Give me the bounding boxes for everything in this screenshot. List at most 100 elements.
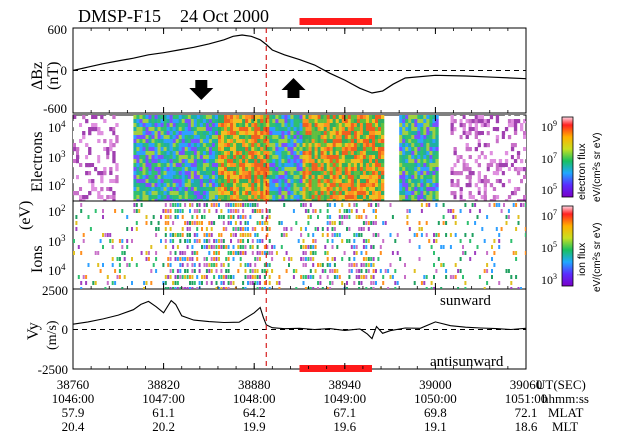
electron-flux-cell — [133, 139, 137, 144]
ion-flux-cell — [416, 233, 419, 237]
electron-flux-cell — [266, 199, 270, 201]
electron-flux-cell — [266, 163, 270, 168]
ion-flux-cell — [82, 233, 85, 237]
electron-flux-cell — [230, 195, 234, 200]
electron-flux-cell — [432, 175, 436, 180]
electron-flux-cell — [501, 127, 506, 132]
electron-flux-cell — [160, 139, 164, 144]
electron-flux-cell — [435, 139, 439, 144]
electron-flux-cell — [453, 191, 457, 196]
electron-flux-cell — [272, 163, 276, 168]
electron-flux-cell — [242, 159, 246, 164]
ion-flux-cell — [372, 263, 375, 267]
electron-flux-cell — [504, 167, 509, 172]
electron-flux-cell — [399, 195, 403, 200]
electron-flux-cell — [414, 191, 418, 196]
electron-flux-cell — [486, 179, 490, 184]
electron-flux-cell — [172, 163, 176, 168]
electron-flux-cell — [169, 131, 173, 136]
electron-flux-cell — [329, 191, 333, 196]
ion-flux-cell — [326, 215, 329, 219]
electron-flux-cell — [411, 119, 415, 124]
electron-flux-cell — [359, 195, 364, 200]
electron-flux-cell — [208, 159, 213, 164]
electron-flux-cell — [278, 127, 282, 132]
electron-flux-cell — [239, 123, 243, 128]
ion-flux-cell — [263, 275, 266, 279]
electron-flux-cell — [314, 135, 318, 140]
electron-flux-cell — [272, 195, 276, 200]
electron-flux-cell — [308, 171, 312, 176]
electron-flux-cell — [199, 155, 204, 160]
electron-flux-cell — [453, 183, 457, 188]
ion-flux-cell — [331, 269, 334, 273]
electron-flux-cell — [218, 191, 222, 196]
electron-flux-cell — [284, 119, 288, 124]
electron-flux-cell — [402, 115, 406, 120]
electron-flux-cell — [338, 143, 343, 148]
electron-flux-cell — [296, 163, 300, 168]
ion-flux-cell — [428, 203, 431, 207]
electron-flux-cell — [308, 199, 312, 201]
electron-flux-cell — [381, 187, 385, 192]
electron-flux-cell — [411, 155, 415, 160]
electron-flux-cell — [471, 167, 475, 172]
electron-flux-cell — [299, 139, 303, 144]
ion-flux-cell — [321, 269, 324, 273]
electron-flux-cell — [145, 119, 149, 124]
electron-flux-cell — [308, 195, 312, 200]
electron-flux-cell — [133, 123, 137, 128]
electron-flux-cell — [163, 147, 167, 152]
electron-flux-cell — [263, 175, 267, 180]
electron-flux-cell — [302, 167, 306, 172]
ion-flux-cell — [244, 275, 247, 279]
electron-flux-cell — [205, 187, 210, 192]
electron-flux-cell — [335, 163, 339, 168]
electron-flux-cell — [148, 183, 152, 188]
ion-flux-cell — [275, 281, 278, 285]
ion-flux-cell — [203, 263, 206, 267]
ion-flux-cell — [372, 275, 375, 279]
ion-flux-cell — [174, 287, 177, 289]
electron-flux-cell — [266, 135, 270, 140]
ion-flux-cell — [218, 203, 220, 207]
electron-flux-cell — [187, 147, 192, 152]
ion-flux-cell — [242, 281, 245, 285]
electron-flux-cell — [429, 167, 433, 172]
electron-flux-cell — [453, 171, 457, 176]
electron-flux-cell — [145, 175, 149, 180]
electron-flux-cell — [278, 123, 282, 128]
electron-flux-cell — [426, 179, 430, 184]
ion-flux-cell — [92, 281, 95, 285]
electron-flux-cell — [381, 171, 385, 176]
ion-flux-cell — [474, 203, 477, 207]
ion-flux-cell — [251, 245, 254, 249]
electron-flux-cell — [233, 155, 237, 160]
ecb-tick-1e9: 109 — [541, 119, 557, 134]
electron-flux-cell — [145, 171, 149, 176]
electron-flux-cell — [181, 155, 185, 160]
electron-flux-cell — [290, 191, 294, 196]
electron-flux-cell — [347, 171, 352, 176]
electron-flux-cell — [227, 167, 231, 172]
electron-flux-cell — [184, 143, 188, 148]
electron-flux-cell — [136, 131, 140, 136]
electron-flux-cell — [196, 199, 201, 201]
electron-flux-cell — [492, 187, 497, 192]
electron-flux-cell — [287, 119, 291, 124]
electron-flux-cell — [523, 151, 526, 156]
ion-flux-cell — [396, 233, 399, 237]
ion-flux-cell — [234, 233, 237, 237]
electron-flux-cell — [510, 179, 515, 184]
ion-flux-cell — [362, 227, 365, 231]
electron-flux-cell — [402, 131, 406, 136]
ion-flux-cell — [362, 239, 365, 243]
electron-flux-cell — [408, 143, 412, 148]
ion-flux-cell — [123, 275, 126, 279]
electron-flux-cell — [477, 195, 481, 200]
electron-flux-cell — [251, 163, 255, 168]
electron-flux-cell — [507, 175, 512, 180]
electron-flux-cell — [474, 131, 478, 136]
electron-flux-cell — [157, 183, 161, 188]
ion-flux-cell — [304, 245, 307, 249]
